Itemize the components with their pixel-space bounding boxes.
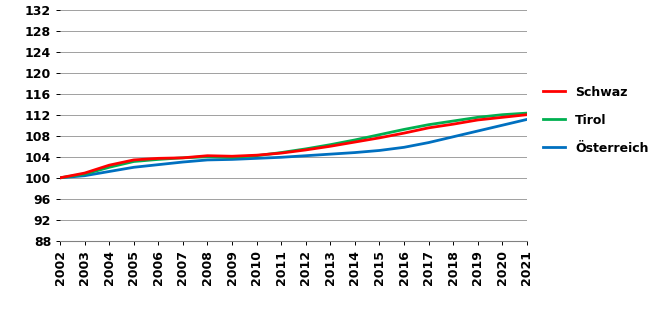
Schwaz (474, 118, 482, 122)
Österreich (81, 174, 89, 178)
Österreich (449, 135, 457, 139)
Tirol (498, 113, 506, 117)
Österreich (351, 151, 359, 154)
Tirol (253, 154, 261, 158)
Schwaz (277, 151, 285, 155)
Österreich (130, 165, 138, 169)
Tirol (523, 111, 531, 115)
Österreich (277, 155, 285, 159)
Österreich (498, 123, 506, 127)
Österreich (474, 129, 482, 133)
Schwaz (253, 153, 261, 157)
Österreich (228, 158, 236, 161)
Schwaz (56, 176, 64, 180)
Tirol (400, 127, 408, 131)
Österreich (253, 157, 261, 160)
Tirol (154, 158, 162, 161)
Österreich (154, 163, 162, 166)
Tirol (351, 138, 359, 142)
Österreich (523, 118, 531, 121)
Tirol (326, 143, 334, 146)
Schwaz (81, 171, 89, 175)
Schwaz (130, 158, 138, 162)
Line: Tirol: Tirol (60, 113, 527, 178)
Tirol (228, 155, 236, 159)
Schwaz (425, 126, 433, 130)
Schwaz (301, 148, 309, 152)
Tirol (81, 172, 89, 176)
Tirol (56, 176, 64, 180)
Tirol (474, 115, 482, 119)
Österreich (105, 170, 113, 173)
Österreich (56, 176, 64, 180)
Schwaz (523, 113, 531, 117)
Tirol (105, 165, 113, 169)
Tirol (425, 123, 433, 126)
Österreich (179, 160, 187, 164)
Schwaz (376, 136, 384, 140)
Tirol (179, 156, 187, 160)
Legend: Schwaz, Tirol, Österreich: Schwaz, Tirol, Österreich (538, 81, 654, 159)
Österreich (376, 149, 384, 152)
Österreich (326, 152, 334, 156)
Schwaz (326, 144, 334, 148)
Tirol (130, 159, 138, 163)
Schwaz (105, 163, 113, 167)
Schwaz (203, 154, 211, 158)
Tirol (277, 151, 285, 154)
Tirol (203, 155, 211, 159)
Schwaz (179, 156, 187, 160)
Schwaz (351, 140, 359, 144)
Tirol (376, 133, 384, 137)
Tirol (301, 147, 309, 151)
Line: Österreich: Österreich (60, 120, 527, 178)
Schwaz (498, 115, 506, 119)
Österreich (425, 141, 433, 145)
Schwaz (400, 131, 408, 135)
Österreich (301, 154, 309, 158)
Schwaz (154, 157, 162, 160)
Schwaz (449, 122, 457, 126)
Tirol (449, 119, 457, 123)
Line: Schwaz: Schwaz (60, 115, 527, 178)
Schwaz (228, 154, 236, 158)
Österreich (203, 158, 211, 162)
Österreich (400, 146, 408, 149)
